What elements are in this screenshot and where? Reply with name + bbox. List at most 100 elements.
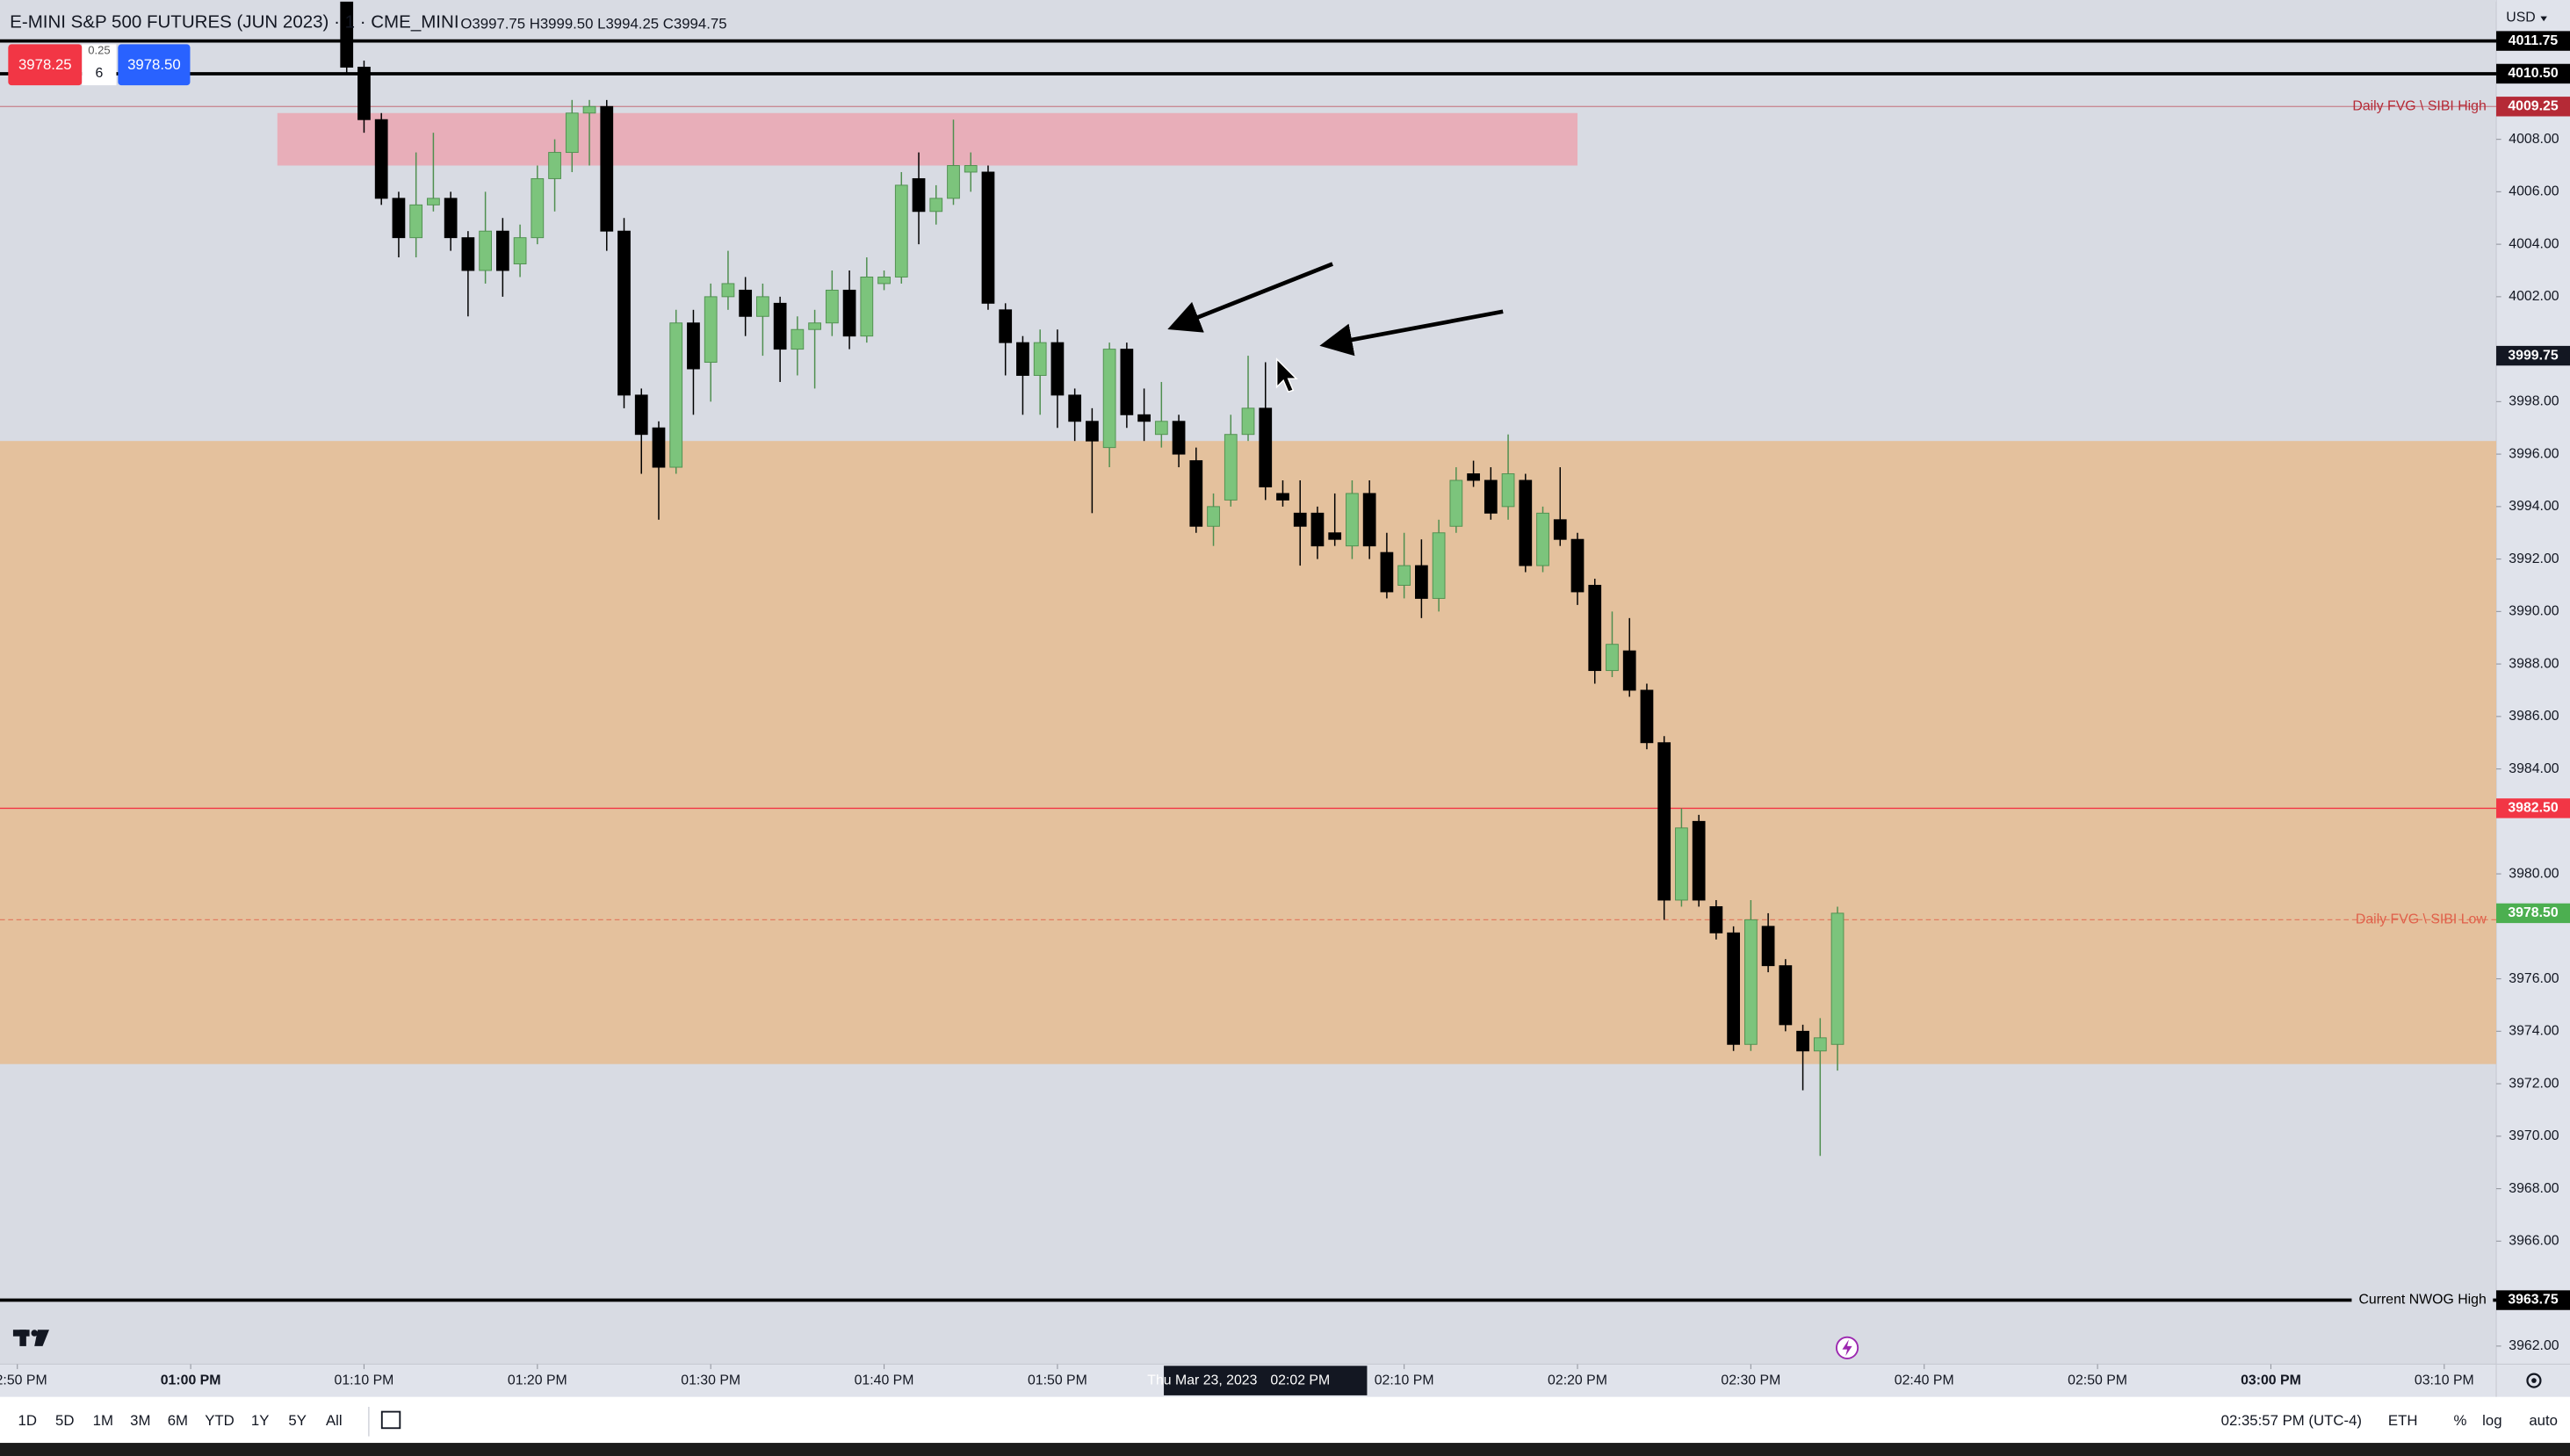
y-tick-label: 3970.00	[2509, 1128, 2559, 1143]
candle-body	[427, 198, 440, 205]
range-button[interactable]: 1Y	[251, 1412, 270, 1429]
y-tick-label: 4008.00	[2509, 132, 2559, 147]
spread: 0.25	[88, 43, 110, 56]
candle-body	[652, 427, 666, 468]
candle-body	[1137, 414, 1151, 422]
y-tick-label: 3980.00	[2509, 866, 2559, 881]
candle-body	[1310, 512, 1325, 547]
candle-body	[392, 198, 406, 239]
candle-body	[1328, 532, 1342, 540]
y-tick-label: 3976.00	[2509, 971, 2559, 986]
candle-body	[1657, 742, 1671, 901]
candle-body	[1120, 349, 1134, 415]
candle-body	[1536, 512, 1549, 566]
candle-body	[964, 165, 978, 173]
candle-body	[877, 277, 891, 285]
x-tick-label: 02:40 PM	[1895, 1373, 1954, 1388]
candle-body	[790, 328, 805, 350]
quantity-box[interactable]	[82, 44, 117, 86]
range-button[interactable]: 1M	[93, 1412, 113, 1429]
goto-date-icon[interactable]	[380, 1410, 401, 1430]
candle-body	[1588, 585, 1602, 672]
x-tick-label: 01:30 PM	[681, 1373, 740, 1388]
candle-body	[582, 105, 596, 114]
candle-body	[1709, 905, 1723, 933]
level-text: Daily FVG \ SIBI Low	[2356, 912, 2487, 927]
scale-option[interactable]: %	[2454, 1412, 2467, 1429]
candle-body	[1761, 926, 1775, 967]
settings-icon[interactable]	[2526, 1373, 2542, 1388]
clock: 02:35:57 PM (UTC-4)	[2221, 1412, 2362, 1429]
candle-body	[1346, 493, 1359, 547]
y-tick-label: 4004.00	[2509, 236, 2559, 251]
crosshair-time-box	[1164, 1366, 1368, 1395]
y-tick-label: 3966.00	[2509, 1234, 2559, 1249]
candle-body	[842, 289, 856, 337]
candle-body	[513, 237, 527, 264]
candle-body	[1467, 473, 1480, 481]
candle-body	[704, 296, 718, 364]
y-tick-label: 3986.00	[2509, 709, 2559, 724]
candle-body	[1743, 919, 1758, 1045]
x-tick-label: 12:50 PM	[0, 1373, 47, 1388]
range-button[interactable]: 3M	[130, 1412, 150, 1429]
candle-body	[1068, 394, 1082, 422]
range-button[interactable]: 5D	[55, 1412, 74, 1429]
candle-body	[600, 105, 614, 232]
candle-body	[756, 296, 769, 317]
candle-body	[1553, 519, 1567, 540]
candle-body	[721, 283, 735, 298]
y-tick-label: 3988.00	[2509, 656, 2559, 671]
y-tick-label: 3990.00	[2509, 604, 2559, 619]
candle-body	[409, 204, 423, 239]
candle-body	[1640, 689, 1654, 744]
range-button[interactable]: 1D	[18, 1412, 37, 1429]
x-tick-label: 02:20 PM	[1548, 1373, 1607, 1388]
candle-body	[1449, 479, 1463, 527]
price-label: 3963.75	[2508, 1293, 2558, 1308]
candle-body	[1675, 827, 1688, 901]
levels: Daily FVG \ SIBI High Daily FVG \ SIBI Lo…	[0, 39, 2497, 1310]
candle-body	[825, 289, 839, 324]
annotation-arrow	[1167, 262, 1333, 333]
session[interactable]: ETH	[2388, 1412, 2418, 1429]
range-button[interactable]: 6M	[168, 1412, 188, 1429]
axes: 3962.00 3966.00 3968.00 3970.00 3972.00 3974.…	[0, 31, 2570, 1395]
ohlc-values: O3997.75 H3999.50 L3994.25 C3994.75	[460, 15, 726, 32]
level-text: Daily FVG \ SIBI High	[2352, 98, 2486, 113]
candle-body	[1432, 532, 1446, 599]
price-label: 4009.25	[2508, 98, 2558, 113]
tradingview-logo	[12, 1330, 49, 1346]
buy-button[interactable]	[118, 44, 191, 86]
candle-body	[531, 177, 545, 239]
range-button[interactable]: 5Y	[288, 1412, 307, 1429]
lightning-icon	[1842, 1339, 1852, 1357]
price-label: 3982.50	[2508, 801, 2558, 816]
candle-body	[981, 171, 995, 304]
candle-body	[1622, 650, 1636, 691]
candle-body	[444, 198, 458, 239]
buy-price: 3978.50	[127, 56, 181, 73]
range-button[interactable]: YTD	[205, 1412, 235, 1429]
level-text: Current NWOG High	[2358, 1293, 2486, 1308]
sell-button[interactable]	[8, 44, 83, 86]
y-tick-label: 3962.00	[2509, 1338, 2559, 1353]
price-label: 4011.75	[2509, 33, 2559, 48]
candle-body	[1016, 342, 1029, 376]
candle-body	[634, 394, 648, 436]
candle-body	[1102, 349, 1116, 449]
currency[interactable]: USD	[2506, 11, 2535, 25]
price-label-box	[2496, 903, 2570, 924]
candle-body	[1501, 473, 1515, 508]
y-tick-label: 3968.00	[2509, 1181, 2559, 1196]
scale-option[interactable]: auto	[2529, 1412, 2558, 1429]
x-tick-label: 01:40 PM	[855, 1373, 914, 1388]
y-tick-label: 4006.00	[2509, 184, 2559, 199]
range-button[interactable]: All	[326, 1412, 343, 1429]
candle-body	[1362, 493, 1376, 547]
currency-caret	[2540, 16, 2547, 22]
candle-body	[1224, 434, 1238, 501]
scale-option[interactable]: log	[2482, 1412, 2501, 1429]
mouse-cursor	[1275, 357, 1298, 393]
